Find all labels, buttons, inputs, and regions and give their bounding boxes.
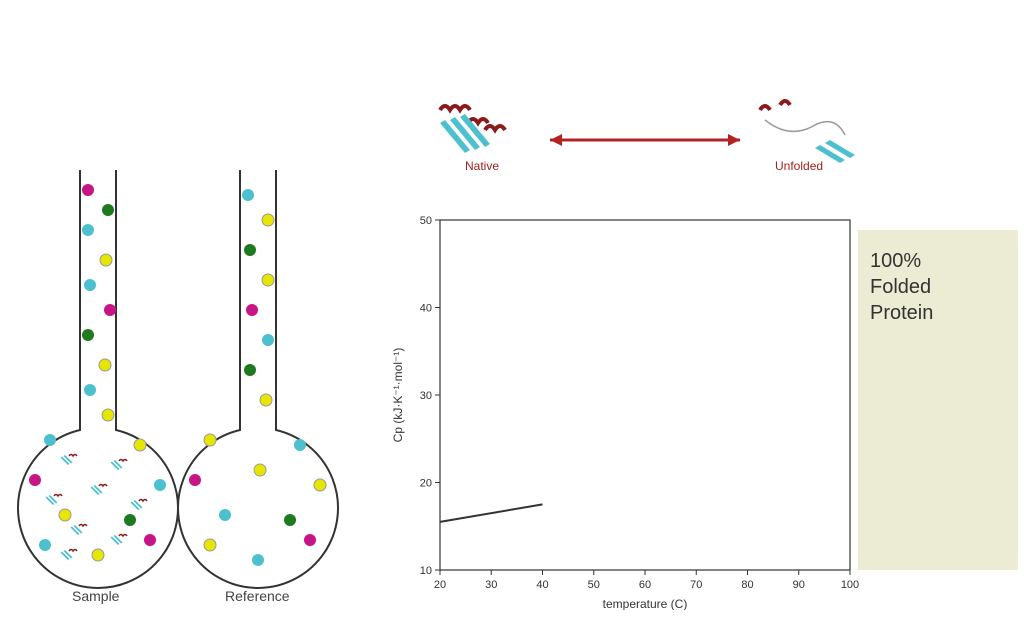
x-axis-label: temperature (C): [603, 597, 688, 610]
molecule-dot: [100, 254, 112, 266]
x-tick-label: 90: [793, 579, 805, 591]
native-protein-icon: [440, 106, 505, 153]
figure-container: Sample Reference Native: [0, 0, 1024, 635]
molecule-dot: [219, 509, 231, 521]
x-tick-label: 70: [690, 579, 702, 591]
molecule-dot: [82, 224, 94, 236]
molecule-dot: [134, 439, 146, 451]
x-tick-label: 20: [434, 579, 446, 591]
molecule-dot: [242, 189, 254, 201]
molecule-dot: [84, 279, 96, 291]
x-tick-label: 50: [588, 579, 600, 591]
chart-area: 2030405060708090100 1020304050 temperatu…: [385, 210, 870, 610]
x-tick-label: 100: [841, 579, 859, 591]
side-line-2: Folded: [870, 274, 933, 300]
side-line-1: 100%: [870, 248, 933, 274]
sample-flask: [18, 170, 178, 588]
unfolded-protein-icon: [760, 101, 855, 163]
y-tick-label: 20: [420, 478, 432, 490]
molecule-dot: [204, 539, 216, 551]
sample-label: Sample: [72, 588, 119, 604]
molecule-dot: [154, 479, 166, 491]
molecule-dot: [244, 364, 256, 376]
flasks-svg: [10, 170, 380, 590]
molecule-dot: [59, 509, 71, 521]
molecule-dot: [144, 534, 156, 546]
molecule-dot: [262, 334, 274, 346]
molecule-dot: [254, 464, 266, 476]
protein-diagram-svg: Native Unfolded: [420, 85, 860, 195]
sample-flask-outline: [18, 170, 178, 588]
molecule-dot: [102, 204, 114, 216]
molecule-dot: [104, 304, 116, 316]
side-line-3: Protein: [870, 300, 933, 326]
molecule-dot: [92, 549, 104, 561]
equilibrium-arrow: [550, 134, 740, 146]
protein-state-diagram: Native Unfolded: [420, 85, 860, 195]
x-tick-label: 80: [741, 579, 753, 591]
native-label: Native: [465, 159, 499, 173]
x-ticks: 20 30 40 50 60 70 80 90 100: [434, 570, 859, 591]
y-tick-label: 40: [420, 303, 432, 315]
molecule-dot: [284, 514, 296, 526]
chart-svg: 2030405060708090100 1020304050 temperatu…: [385, 210, 870, 610]
molecule-dot: [260, 394, 272, 406]
plot-box: [440, 220, 850, 570]
molecule-dot: [84, 384, 96, 396]
molecule-dot: [29, 474, 41, 486]
molecule-dot: [314, 479, 326, 491]
molecule-dot: [246, 304, 258, 316]
molecule-dot: [252, 554, 264, 566]
molecule-dot: [39, 539, 51, 551]
molecule-dot: [82, 184, 94, 196]
molecule-dot: [124, 514, 136, 526]
reference-flask-outline: [178, 170, 338, 588]
molecule-dot: [244, 244, 256, 256]
molecule-dot: [82, 329, 94, 341]
molecule-dot: [204, 434, 216, 446]
reference-flask: [178, 170, 338, 588]
molecule-dot: [44, 434, 56, 446]
unfolded-label: Unfolded: [775, 159, 823, 173]
x-tick-label: 60: [639, 579, 651, 591]
molecule-dot: [262, 214, 274, 226]
x-tick-label: 40: [536, 579, 548, 591]
y-ticks: 10 20 30 40 50: [420, 215, 440, 577]
molecule-dot: [99, 359, 111, 371]
y-axis-label: Cp (kJ·K⁻¹·mol⁻¹): [391, 348, 405, 443]
molecule-dot: [294, 439, 306, 451]
molecule-dot: [262, 274, 274, 286]
flask-region: Sample Reference: [10, 170, 380, 620]
y-tick-label: 50: [420, 215, 432, 227]
y-tick-label: 30: [420, 390, 432, 402]
molecule-dot: [189, 474, 201, 486]
x-tick-label: 30: [485, 579, 497, 591]
y-tick-label: 10: [420, 565, 432, 577]
molecule-dot: [304, 534, 316, 546]
molecule-dot: [102, 409, 114, 421]
reference-label: Reference: [225, 588, 290, 604]
side-panel-text: 100% Folded Protein: [870, 248, 933, 326]
